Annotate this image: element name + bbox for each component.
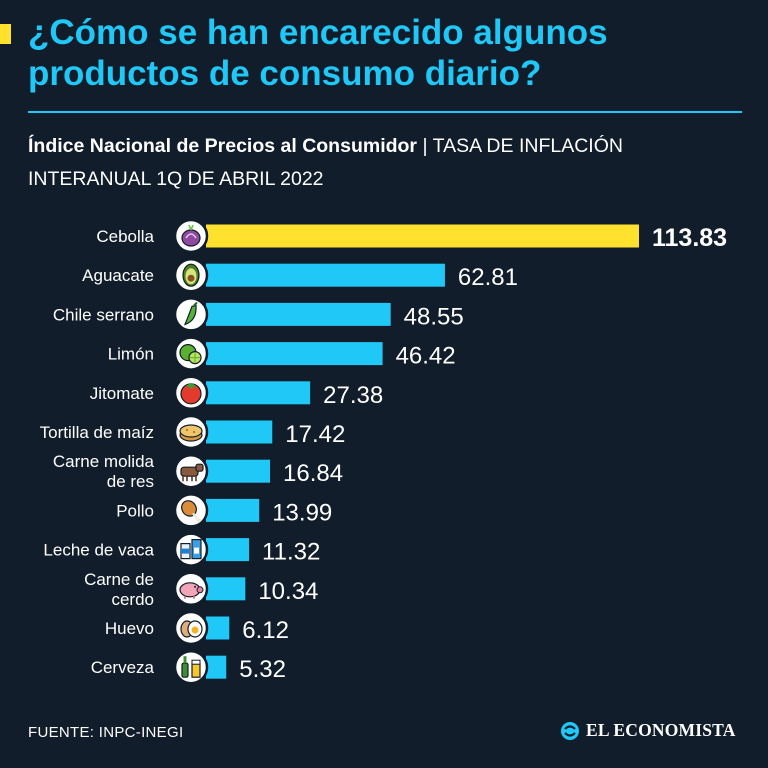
tomato-icon [173,375,209,411]
onion-icon [173,218,209,254]
el-economista-logo-icon [561,721,579,740]
bar-7 [206,498,260,522]
category-label: Jitomate [90,384,154,403]
bar-4 [206,381,311,405]
egg-icon [173,610,209,646]
bar-8 [206,538,250,562]
value-label: 10.34 [258,578,318,605]
value-label: 48.55 [404,303,464,330]
brand-name: EL ECONOMISTA [586,720,736,740]
pig-icon [173,571,209,607]
value-label: 16.84 [283,460,343,487]
title-divider [28,111,742,113]
bar-3 [206,342,383,366]
beer-icon [173,649,209,685]
bar-5 [206,420,273,444]
subtitle-strong: Índice Nacional de Precios al Consumidor [28,135,418,157]
chart-subtitle: Índice Nacional de Precios al Consumidor… [28,130,728,196]
accent-mark [0,24,11,44]
value-label: 11.32 [262,539,320,566]
subtitle-rest: TASA DE INFLACIÓN INTERANUAL 1Q DE ABRIL… [28,135,623,190]
bar-6 [206,459,271,483]
category-label: Leche de vaca [43,541,154,560]
value-label: 46.42 [396,343,456,370]
cow-icon [173,453,209,489]
category-label: Limón [108,345,154,364]
value-label: 17.42 [285,421,345,448]
source-note: FUENTE: INPC-INEGI [28,724,184,741]
bar-0 [206,224,639,248]
milk-icon [173,532,209,567]
category-label: Cerveza [91,658,155,677]
brand-logo: EL ECONOMISTA [560,720,736,741]
avocado-icon [173,257,209,293]
subtitle-separator: | [422,135,428,157]
category-label: Pollo [116,501,154,520]
bar-11 [206,655,227,679]
category-label: Cebolla [96,227,154,246]
category-label: Carne de cerdo [84,570,154,609]
value-label: 5.32 [239,656,286,683]
page-title: ¿Cómo se han encarecido algunos producto… [28,13,608,93]
bar-2 [206,302,391,326]
bar-9 [206,577,246,601]
value-label: 6.12 [242,617,289,644]
category-label: Carne molida de res [53,452,155,491]
category-label: Huevo [105,619,154,638]
bar-1 [206,263,445,287]
chicken-leg-icon [173,493,209,528]
value-label: 113.83 [652,224,727,252]
bar-10 [206,616,230,640]
chili-pepper-icon [173,297,209,332]
tortilla-icon [173,414,209,450]
category-label: Chile serrano [53,305,154,324]
inflation-bar-chart: Cebolla 113.83 Aguacate 62.81 Chile serrano 4… [40,218,727,685]
lime-icon [173,336,209,371]
category-label: Aguacate [82,266,154,285]
value-label: 13.99 [272,499,332,526]
category-label: Tortilla de maíz [40,423,154,442]
value-label: 62.81 [458,264,518,291]
value-label: 27.38 [323,382,383,409]
